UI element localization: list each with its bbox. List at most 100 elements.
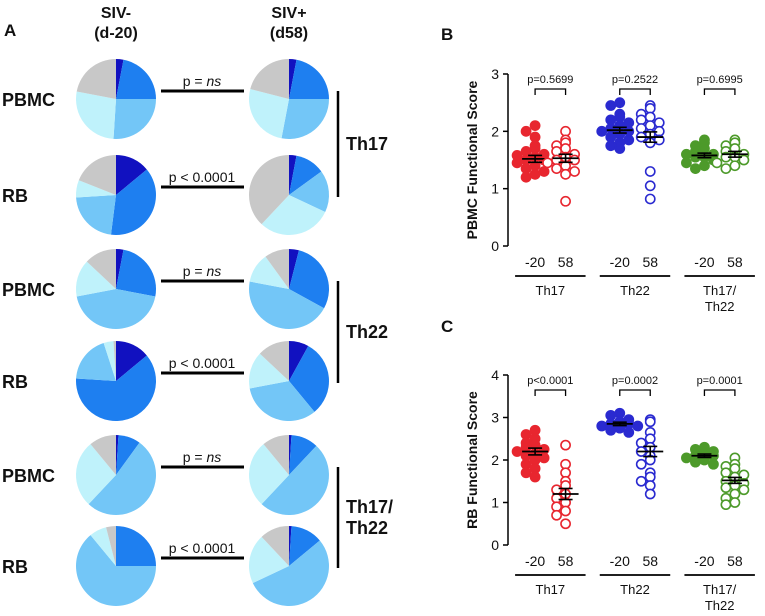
x-tick-label: 58 (558, 553, 574, 569)
pie-slice (76, 180, 116, 198)
pie-slice (76, 59, 116, 99)
data-point (529, 120, 541, 131)
pie-siv-pos (248, 155, 330, 236)
data-point (511, 157, 523, 169)
data-point (711, 157, 723, 169)
group-name: Th17/ (346, 497, 393, 517)
group-label: Th22 (705, 299, 735, 314)
significance-bracket (703, 88, 736, 95)
data-point (644, 488, 656, 500)
pie-slice (106, 526, 116, 566)
group-label: Th17/ (703, 582, 737, 597)
group-label: Th17 (536, 582, 566, 597)
p-value-label: p = ns (183, 263, 222, 279)
data-point (520, 125, 532, 137)
pie-slice (261, 445, 329, 515)
data-point (690, 163, 701, 174)
pie-siv-pos (248, 59, 329, 139)
col-header-left-2: (d-20) (94, 25, 138, 42)
pie-slice (289, 155, 297, 195)
group-label: Th22 (705, 598, 735, 613)
pie-siv-pos (249, 249, 330, 329)
pie-slice (116, 59, 124, 99)
pie-siv-neg (76, 249, 156, 329)
pie-slice (86, 249, 116, 289)
data-point (614, 143, 626, 154)
tissue-label: RB (2, 557, 28, 577)
x-tick-label: 58 (642, 254, 658, 270)
data-point (644, 193, 656, 205)
data-point (720, 482, 732, 494)
pie-slice (76, 535, 156, 606)
pie-slice (90, 527, 116, 566)
pie-siv-pos (248, 341, 329, 421)
pie-slice (76, 289, 156, 329)
pie-slice (289, 171, 330, 213)
data-point (614, 97, 626, 109)
pie-slice (289, 155, 322, 195)
pie-slice (249, 256, 289, 289)
pie-slice (249, 381, 315, 421)
pie-slice (289, 435, 292, 475)
data-point (623, 134, 635, 146)
significance-bracket (534, 88, 567, 95)
x-tick-label: 58 (727, 254, 743, 270)
pie-siv-neg (76, 435, 156, 515)
pie-slice (116, 435, 140, 475)
tissue-label: PBMC (2, 466, 55, 486)
significance-bracket (534, 389, 567, 396)
pie-slice (116, 59, 156, 99)
x-tick-label: -20 (610, 553, 630, 569)
y-tick-label: 2 (491, 123, 499, 139)
pie-slice (113, 99, 156, 139)
pie-slice (289, 59, 297, 99)
y-tick-label: 1 (491, 181, 499, 197)
data-point (729, 160, 741, 172)
p-value-label: p < 0.0001 (169, 355, 236, 371)
significance-bracket (619, 88, 651, 95)
pie-slice (116, 341, 147, 381)
data-point (560, 505, 571, 517)
significance-bracket (703, 389, 736, 396)
pie-slice (289, 249, 299, 289)
data-point (605, 100, 617, 111)
pie-slice (76, 355, 156, 421)
y-tick-label: 3 (491, 66, 499, 82)
data-point (699, 160, 710, 172)
pie-slice (88, 442, 156, 515)
pie-slice (116, 155, 147, 195)
pie-slice (289, 59, 329, 99)
pie-slice (263, 435, 289, 475)
x-tick-label: -20 (694, 254, 714, 270)
pie-slice (116, 526, 156, 566)
data-point (605, 140, 617, 152)
data-point (542, 157, 553, 169)
x-tick-label: 58 (727, 553, 743, 569)
data-point (681, 452, 692, 464)
data-point (644, 180, 656, 192)
pie-siv-neg (76, 341, 156, 421)
pie-slice (76, 444, 116, 505)
data-point (520, 171, 532, 183)
pie-slice (252, 540, 329, 606)
x-tick-label: -20 (694, 553, 714, 569)
data-point (623, 426, 635, 438)
data-point (708, 458, 719, 470)
group-label: Th22 (620, 283, 650, 298)
x-tick-label: 58 (558, 254, 574, 270)
data-point (738, 484, 750, 496)
pie-slice (265, 249, 289, 289)
data-point (605, 424, 617, 436)
pie-slice (76, 195, 116, 235)
data-point (560, 439, 571, 451)
panel-a-pies: PBMC p = ns RB p < 0.0001 Th17 PBMC p = ns RB p … (2, 59, 393, 606)
x-tick-label: -20 (525, 254, 545, 270)
data-point (596, 125, 608, 137)
tissue-label: RB (2, 372, 28, 392)
pie-slice (289, 345, 329, 412)
p-value-label: p=0.6995 (697, 74, 743, 86)
data-point (644, 166, 656, 177)
y-axis-label: PBMC Functional Score (464, 80, 480, 239)
p-value-label: p=0.0002 (612, 375, 658, 387)
pie-slice (249, 536, 289, 584)
